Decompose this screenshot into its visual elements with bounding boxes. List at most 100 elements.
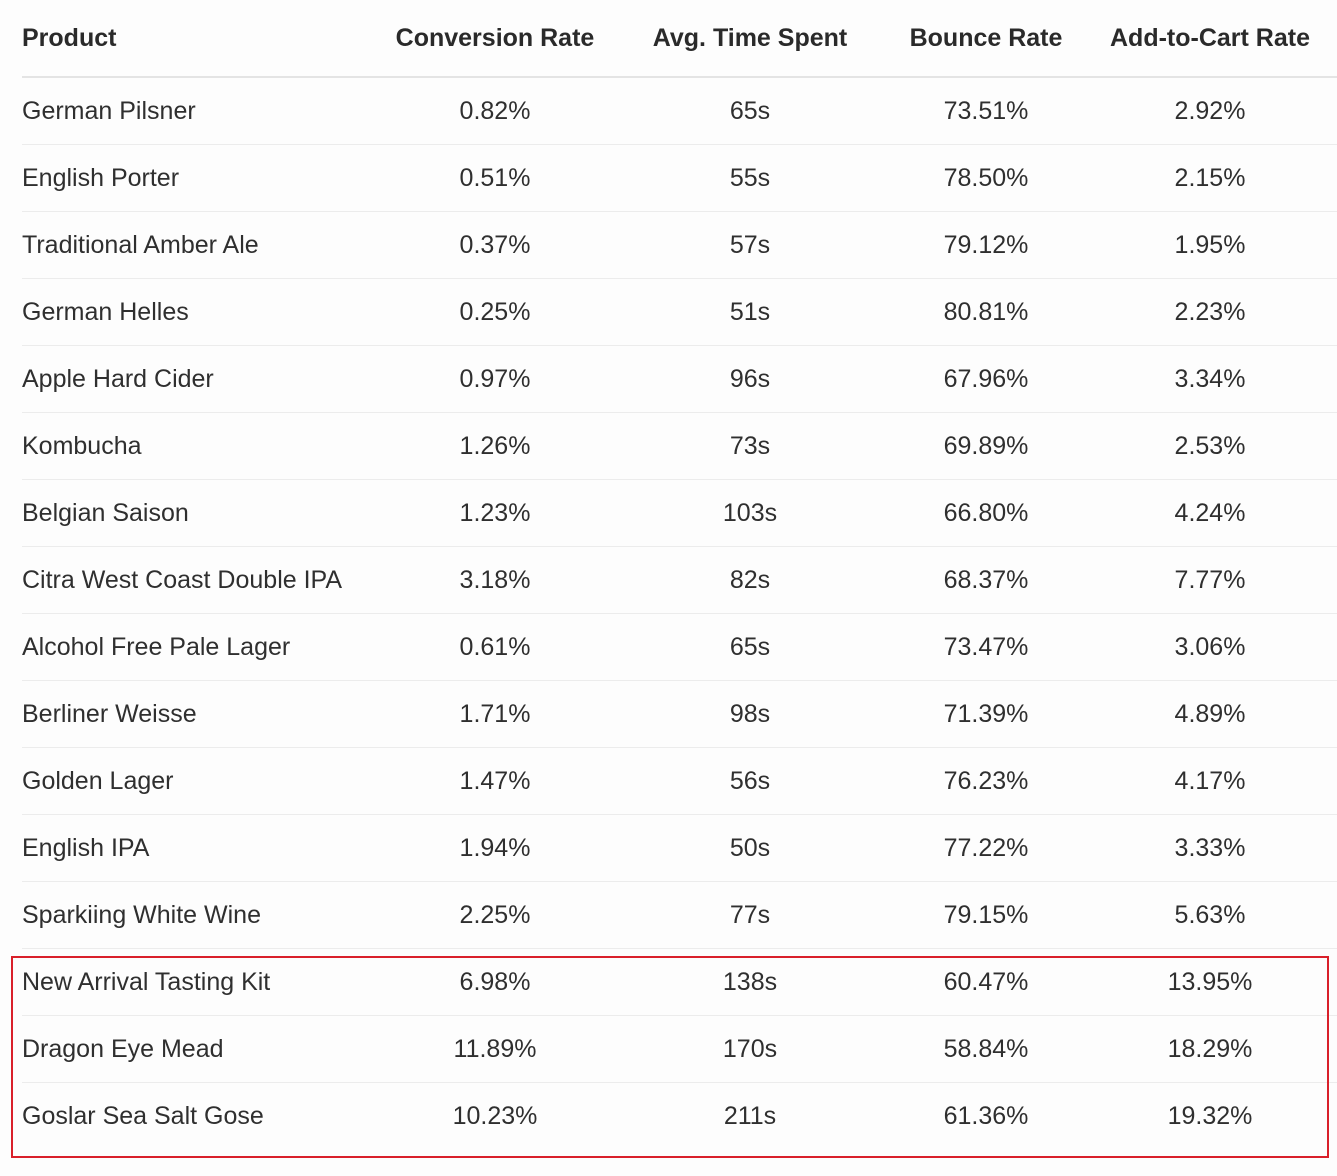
table-row: Sparkiing White Wine 2.25% 77s 79.15% 5.… xyxy=(22,881,1337,949)
cell-avg-time-spent: 65s xyxy=(611,613,889,681)
cell-add-to-cart-rate: 5.63% xyxy=(1083,881,1337,949)
table-row: Dragon Eye Mead 11.89% 170s 58.84% 18.29… xyxy=(22,1015,1337,1083)
cell-conversion-rate: 1.26% xyxy=(379,412,611,480)
cell-conversion-rate: 0.51% xyxy=(379,144,611,212)
cell-avg-time-spent: 73s xyxy=(611,412,889,480)
cell-product: Berliner Weisse xyxy=(22,680,379,748)
cell-avg-time-spent: 82s xyxy=(611,546,889,614)
cell-avg-time-spent: 56s xyxy=(611,747,889,815)
cell-product: Traditional Amber Ale xyxy=(22,211,379,279)
product-metrics-table: Product Conversion Rate Avg. Time Spent … xyxy=(22,0,1337,1149)
cell-avg-time-spent: 57s xyxy=(611,211,889,279)
header-bounce-rate: Bounce Rate xyxy=(889,0,1083,78)
table-body: German Pilsner 0.82% 65s 73.51% 2.92% En… xyxy=(22,77,1337,1149)
cell-conversion-rate: 0.97% xyxy=(379,345,611,413)
cell-bounce-rate: 73.47% xyxy=(889,613,1083,681)
cell-bounce-rate: 80.81% xyxy=(889,278,1083,346)
cell-add-to-cart-rate: 2.15% xyxy=(1083,144,1337,212)
header-avg-time-spent: Avg. Time Spent xyxy=(611,0,889,78)
cell-product: Citra West Coast Double IPA xyxy=(22,546,379,614)
cell-avg-time-spent: 170s xyxy=(611,1015,889,1083)
cell-avg-time-spent: 51s xyxy=(611,278,889,346)
cell-conversion-rate: 2.25% xyxy=(379,881,611,949)
cell-conversion-rate: 0.37% xyxy=(379,211,611,279)
cell-bounce-rate: 61.36% xyxy=(943,1101,1029,1130)
cell-bounce-rate: 69.89% xyxy=(889,412,1083,480)
cell-bounce-rate: 66.80% xyxy=(889,479,1083,547)
cell-avg-time-spent: 96s xyxy=(611,345,889,413)
product-metrics-table-container: Product Conversion Rate Avg. Time Spent … xyxy=(22,0,1337,1149)
cell-bounce-rate: 58.84% xyxy=(889,1015,1083,1083)
table-row: German Pilsner 0.82% 65s 73.51% 2.92% xyxy=(22,77,1337,145)
table-row: Kombucha 1.26% 73s 69.89% 2.53% xyxy=(22,412,1337,480)
cell-product: Golden Lager xyxy=(22,747,379,815)
cell-conversion-rate: 1.47% xyxy=(379,747,611,815)
cell-product: English Porter xyxy=(22,144,379,212)
cell-product: Goslar Sea Salt Gose xyxy=(22,1101,264,1130)
header-conversion-rate: Conversion Rate xyxy=(379,0,611,78)
cell-add-to-cart-rate: 1.95% xyxy=(1083,211,1337,279)
cell-add-to-cart-rate: 7.77% xyxy=(1083,546,1337,614)
cell-product: Sparkiing White Wine xyxy=(22,881,379,949)
cell-bounce-rate: 73.51% xyxy=(889,77,1083,145)
table-row: Golden Lager 1.47% 56s 76.23% 4.17% xyxy=(22,747,1337,815)
cell-bounce-rate: 71.39% xyxy=(889,680,1083,748)
table-row: Belgian Saison 1.23% 103s 66.80% 4.24% xyxy=(22,479,1337,547)
table-header: Product Conversion Rate Avg. Time Spent … xyxy=(22,0,1337,78)
cell-add-to-cart-rate: 3.06% xyxy=(1083,613,1337,681)
cell-bounce-rate: 77.22% xyxy=(889,814,1083,882)
table-row: Goslar Sea Salt Gose 10.23% 211s 61.36% … xyxy=(22,1083,1337,1150)
cell-bounce-rate: 67.96% xyxy=(889,345,1083,413)
cell-product: Kombucha xyxy=(22,412,379,480)
table-row: German Helles 0.25% 51s 80.81% 2.23% xyxy=(22,278,1337,346)
cell-product: English IPA xyxy=(22,814,379,882)
cell-add-to-cart-rate: 19.32% xyxy=(1167,1101,1253,1130)
cell-add-to-cart-rate: 2.23% xyxy=(1083,278,1337,346)
cell-conversion-rate: 11.89% xyxy=(379,1015,611,1083)
cell-conversion-rate: 1.94% xyxy=(379,814,611,882)
cell-product: Belgian Saison xyxy=(22,479,379,547)
table-row: English Porter 0.51% 55s 78.50% 2.15% xyxy=(22,144,1337,212)
cell-add-to-cart-rate: 3.34% xyxy=(1083,345,1337,413)
cell-product: New Arrival Tasting Kit xyxy=(22,948,379,1016)
cell-conversion-rate: 1.71% xyxy=(379,680,611,748)
cell-add-to-cart-rate: 3.33% xyxy=(1083,814,1337,882)
cell-bounce-rate: 79.15% xyxy=(889,881,1083,949)
cell-avg-time-spent: 65s xyxy=(611,77,889,145)
cell-conversion-rate: 1.23% xyxy=(379,479,611,547)
header-product: Product xyxy=(22,0,379,78)
cell-avg-time-spent: 55s xyxy=(611,144,889,212)
cell-conversion-rate: 0.25% xyxy=(379,278,611,346)
cell-conversion-rate: 0.61% xyxy=(379,613,611,681)
cell-avg-time-spent: 98s xyxy=(611,680,889,748)
cell-avg-time-spent: 77s xyxy=(611,881,889,949)
cell-bounce-rate: 78.50% xyxy=(889,144,1083,212)
cell-add-to-cart-rate: 13.95% xyxy=(1083,948,1337,1016)
header-row: Product Conversion Rate Avg. Time Spent … xyxy=(22,0,1337,78)
table-row: Berliner Weisse 1.71% 98s 71.39% 4.89% xyxy=(22,680,1337,748)
cell-avg-time-spent: 50s xyxy=(611,814,889,882)
cell-conversion-rate: 10.23% xyxy=(452,1101,538,1130)
cell-conversion-rate: 3.18% xyxy=(379,546,611,614)
table-row: Citra West Coast Double IPA 3.18% 82s 68… xyxy=(22,546,1337,614)
cell-add-to-cart-rate: 4.89% xyxy=(1083,680,1337,748)
cell-bounce-rate: 76.23% xyxy=(889,747,1083,815)
table-row: Alcohol Free Pale Lager 0.61% 65s 73.47%… xyxy=(22,613,1337,681)
cell-add-to-cart-rate: 2.92% xyxy=(1083,77,1337,145)
cell-conversion-rate: 0.82% xyxy=(379,77,611,145)
header-add-to-cart-rate: Add-to-Cart Rate xyxy=(1083,0,1337,78)
cell-bounce-rate: 60.47% xyxy=(889,948,1083,1016)
cell-bounce-rate: 68.37% xyxy=(889,546,1083,614)
cell-avg-time-spent: 138s xyxy=(611,948,889,1016)
table-row: Traditional Amber Ale 0.37% 57s 79.12% 1… xyxy=(22,211,1337,279)
cell-product: German Helles xyxy=(22,278,379,346)
table-row: New Arrival Tasting Kit 6.98% 138s 60.47… xyxy=(22,948,1337,1016)
table-row: English IPA 1.94% 50s 77.22% 3.33% xyxy=(22,814,1337,882)
cell-add-to-cart-rate: 4.17% xyxy=(1083,747,1337,815)
cell-avg-time-spent: 211s xyxy=(723,1101,777,1130)
cell-avg-time-spent: 103s xyxy=(611,479,889,547)
cell-add-to-cart-rate: 4.24% xyxy=(1083,479,1337,547)
cell-add-to-cart-rate: 18.29% xyxy=(1083,1015,1337,1083)
cell-conversion-rate: 6.98% xyxy=(379,948,611,1016)
cell-add-to-cart-rate: 2.53% xyxy=(1083,412,1337,480)
